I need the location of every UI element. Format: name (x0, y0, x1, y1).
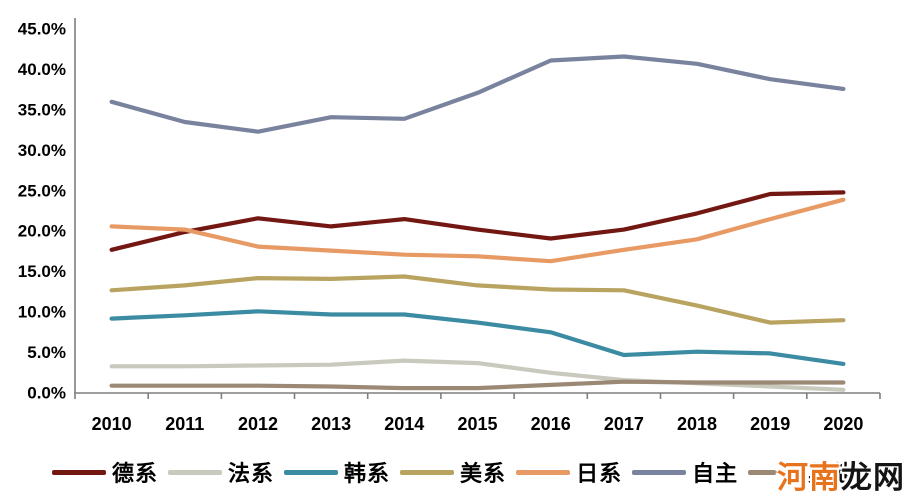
legend-item: 日系 (516, 456, 622, 488)
legend-swatch (748, 469, 803, 475)
legend-swatch (168, 469, 223, 475)
watermark-part-2: 龙网 (841, 460, 905, 495)
legend-label: 自主 (692, 461, 739, 486)
legend-swatch (632, 469, 687, 475)
legend-swatch (400, 469, 455, 475)
svg-text:2012: 2012 (238, 414, 278, 434)
svg-text:30.0%: 30.0% (18, 141, 66, 160)
legend-item: 法系 (168, 456, 274, 488)
svg-text:2015: 2015 (457, 414, 497, 434)
watermark: 河南龙网 (777, 452, 905, 497)
svg-text:2011: 2011 (165, 414, 204, 434)
legend-label: 美系 (460, 461, 507, 486)
svg-text:5.0%: 5.0% (27, 343, 66, 362)
legend-item: 自主 (632, 456, 738, 488)
svg-text:40.0%: 40.0% (18, 60, 66, 79)
svg-text:25.0%: 25.0% (18, 181, 66, 200)
legend-item: 德系 (52, 456, 158, 488)
svg-text:10.0%: 10.0% (18, 303, 66, 322)
line-chart-plot: 0.0% 5.0% 10.0% 15.0% 20.0% 25.0% 30.0% 35.0% 40… (18, 18, 881, 434)
watermark-part-1: 河南 (777, 460, 841, 495)
svg-text:2017: 2017 (604, 414, 644, 434)
legend-swatch (52, 469, 106, 475)
svg-text:15.0%: 15.0% (18, 262, 66, 281)
legend-swatch (516, 469, 571, 475)
svg-text:2020: 2020 (823, 414, 863, 434)
legend-label: 日系 (576, 461, 623, 486)
legend-label: 其他 (808, 461, 855, 486)
legend-label: 韩系 (344, 461, 391, 486)
legend-label: 法系 (228, 461, 275, 486)
svg-text:2013: 2013 (311, 414, 351, 434)
svg-text:20.0%: 20.0% (18, 222, 66, 241)
legend-item: 美系 (400, 456, 506, 488)
svg-text:2014: 2014 (384, 414, 424, 434)
svg-text:2010: 2010 (92, 414, 132, 434)
svg-text:2018: 2018 (677, 414, 717, 434)
legend-item: 其他 (748, 456, 854, 488)
svg-text:0.0%: 0.0% (27, 384, 66, 403)
svg-text:35.0%: 35.0% (18, 100, 66, 119)
svg-text:45.0%: 45.0% (18, 20, 66, 39)
legend-swatch (284, 469, 339, 475)
legend-item: 韩系 (284, 456, 390, 488)
legend-label: 德系 (112, 461, 159, 486)
chart-legend: 德系 法系 韩系 美系 日系 自主 其他 (52, 456, 906, 488)
svg-text:2019: 2019 (750, 414, 790, 434)
svg-text:2016: 2016 (531, 414, 571, 434)
